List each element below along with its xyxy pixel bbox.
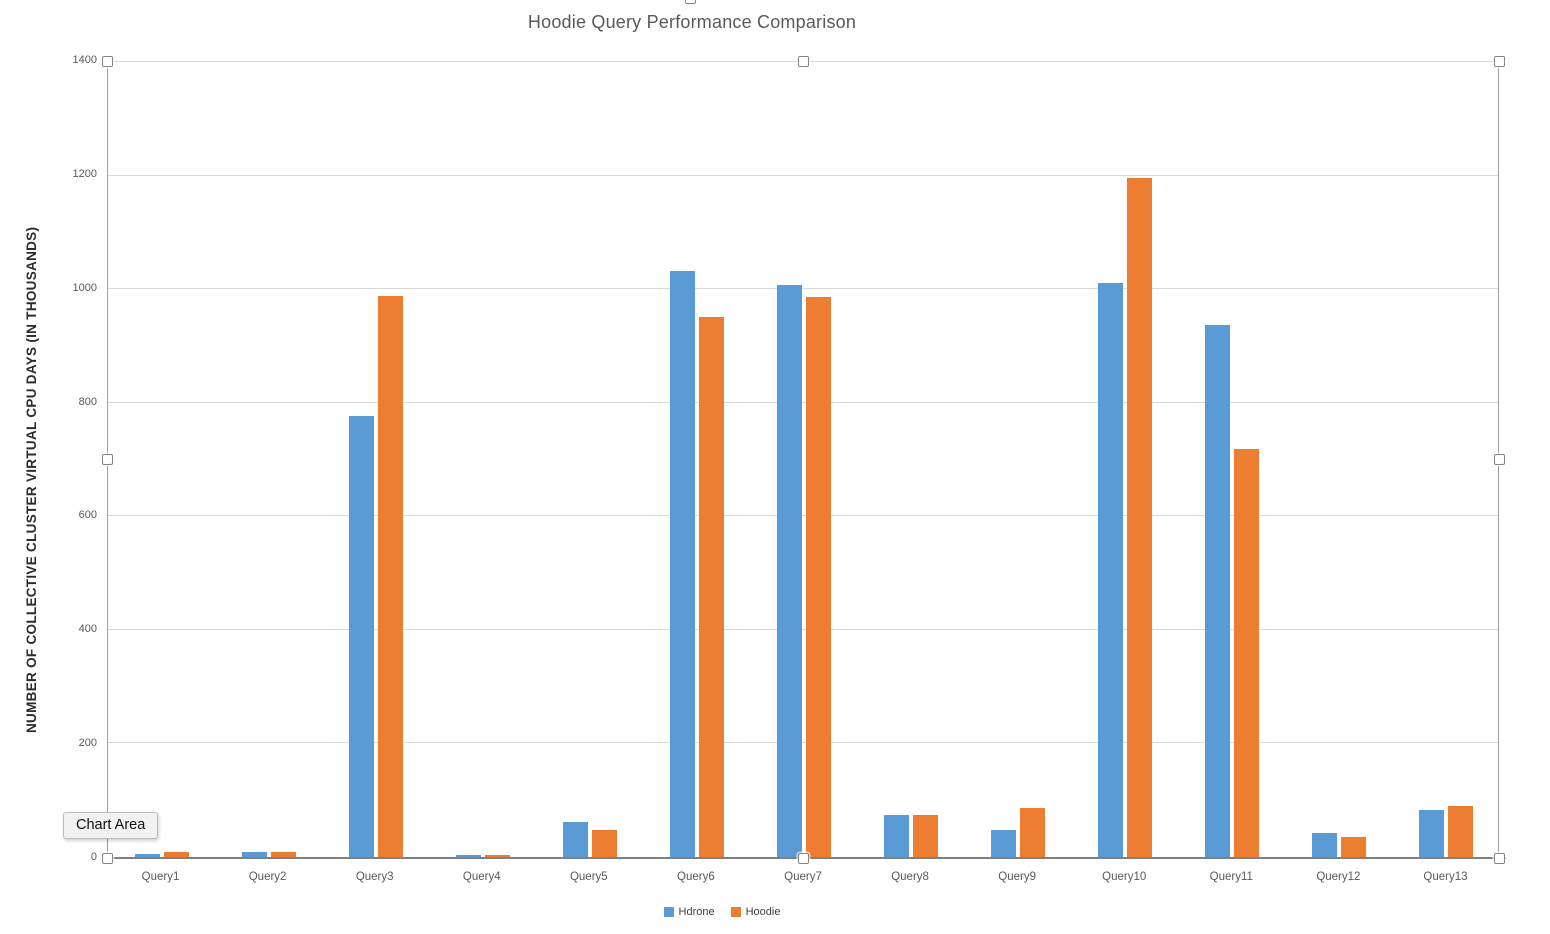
selection-handle-top-partial[interactable] bbox=[685, 0, 696, 4]
chart-area-tooltip: Chart Area bbox=[63, 812, 159, 839]
bar-hdrone-query9[interactable] bbox=[991, 830, 1017, 857]
gridline-600 bbox=[108, 515, 1498, 517]
bar-hdrone-query5[interactable] bbox=[562, 822, 588, 857]
selection-handle-bottom-left[interactable] bbox=[101, 852, 113, 864]
legend-item-hoodie[interactable]: Hoodie bbox=[730, 906, 781, 918]
y-axis-title[interactable]: NUMBER OF COLLECTIVE CLUSTER VIRTUAL CPU… bbox=[24, 226, 39, 734]
bar-hdrone-query13[interactable] bbox=[1419, 810, 1445, 857]
y-tick-label: 800 bbox=[78, 395, 97, 408]
legend-label: Hoodie bbox=[745, 906, 781, 918]
x-category-label-query5: Query5 bbox=[569, 871, 608, 883]
bar-hoodie-query12[interactable] bbox=[1341, 837, 1367, 857]
x-category-label-query10: Query10 bbox=[1102, 871, 1147, 883]
bar-hoodie-query7[interactable] bbox=[806, 296, 831, 857]
selection-handle-top-right[interactable] bbox=[1493, 55, 1505, 67]
legend-swatch-icon bbox=[730, 907, 741, 917]
selection-handle-bottom-center[interactable] bbox=[797, 852, 809, 864]
legend-label: Hdrone bbox=[678, 906, 715, 918]
legend[interactable]: Hdrone Hoodie bbox=[0, 906, 1444, 918]
bar-hdrone-query12[interactable] bbox=[1312, 832, 1338, 857]
bar-hdrone-query10[interactable] bbox=[1098, 282, 1124, 857]
bar-hoodie-query8[interactable] bbox=[913, 814, 939, 857]
selection-handle-top-center[interactable] bbox=[797, 55, 809, 67]
x-category-label-query2: Query2 bbox=[248, 871, 287, 883]
selection-handle-mid-right[interactable] bbox=[1493, 454, 1505, 465]
gridline-1200 bbox=[108, 174, 1498, 176]
bar-hdrone-query8[interactable] bbox=[884, 814, 910, 857]
gridline-200 bbox=[108, 742, 1498, 744]
selection-handle-top-left[interactable] bbox=[101, 55, 113, 67]
gridline-1000 bbox=[108, 288, 1498, 290]
chart-title[interactable]: Hoodie Query Performance Comparison bbox=[527, 12, 857, 32]
bar-hdrone-query11[interactable] bbox=[1205, 324, 1231, 857]
bar-hoodie-query9[interactable] bbox=[1020, 808, 1046, 857]
bar-hoodie-query6[interactable] bbox=[698, 316, 724, 857]
bar-hdrone-query6[interactable] bbox=[669, 270, 695, 857]
x-category-label-query7: Query7 bbox=[784, 871, 822, 883]
bar-hdrone-query7[interactable] bbox=[777, 284, 802, 857]
bar-hoodie-query5[interactable] bbox=[591, 829, 617, 857]
bar-hoodie-query1[interactable] bbox=[163, 852, 189, 857]
y-tick-label: 0 bbox=[90, 851, 97, 863]
bar-hoodie-query10[interactable] bbox=[1127, 177, 1153, 857]
bar-hoodie-query13[interactable] bbox=[1448, 805, 1474, 857]
bar-hoodie-query4[interactable] bbox=[484, 854, 510, 857]
x-category-label-query9: Query9 bbox=[998, 871, 1036, 883]
bar-hdrone-query3[interactable] bbox=[348, 415, 374, 857]
bar-hdrone-query1[interactable] bbox=[134, 854, 160, 857]
x-category-label-query12: Query12 bbox=[1316, 871, 1361, 883]
bar-hoodie-query2[interactable] bbox=[270, 852, 296, 857]
x-category-label-query6: Query6 bbox=[677, 871, 715, 883]
x-category-label-query1: Query1 bbox=[141, 871, 180, 883]
y-tick-label: 600 bbox=[78, 509, 97, 522]
bar-hdrone-query4[interactable] bbox=[455, 854, 481, 857]
x-category-label-query4: Query4 bbox=[462, 871, 501, 883]
y-tick-label: 1000 bbox=[72, 281, 97, 294]
y-tick-label: 400 bbox=[78, 623, 97, 636]
bar-hoodie-query11[interactable] bbox=[1234, 448, 1260, 857]
x-category-label-query11: Query11 bbox=[1209, 871, 1253, 883]
y-tick-label: 200 bbox=[78, 737, 97, 750]
y-tick-label: 1400 bbox=[72, 54, 97, 66]
legend-swatch-icon bbox=[663, 907, 674, 917]
selection-handle-bottom-right[interactable] bbox=[1493, 852, 1505, 864]
plot-area[interactable] bbox=[107, 61, 1499, 858]
x-category-label-query3: Query3 bbox=[355, 871, 394, 883]
selection-handle-mid-left[interactable] bbox=[101, 454, 113, 465]
x-category-label-query8: Query8 bbox=[891, 871, 929, 883]
gridline-800 bbox=[108, 401, 1498, 403]
y-tick-label: 1200 bbox=[72, 167, 97, 180]
bar-hoodie-query3[interactable] bbox=[377, 296, 403, 857]
legend-item-hdrone[interactable]: Hdrone bbox=[663, 906, 715, 918]
x-category-label-query13: Query13 bbox=[1423, 871, 1468, 883]
bar-hdrone-query2[interactable] bbox=[241, 851, 267, 857]
gridline-400 bbox=[108, 628, 1498, 630]
